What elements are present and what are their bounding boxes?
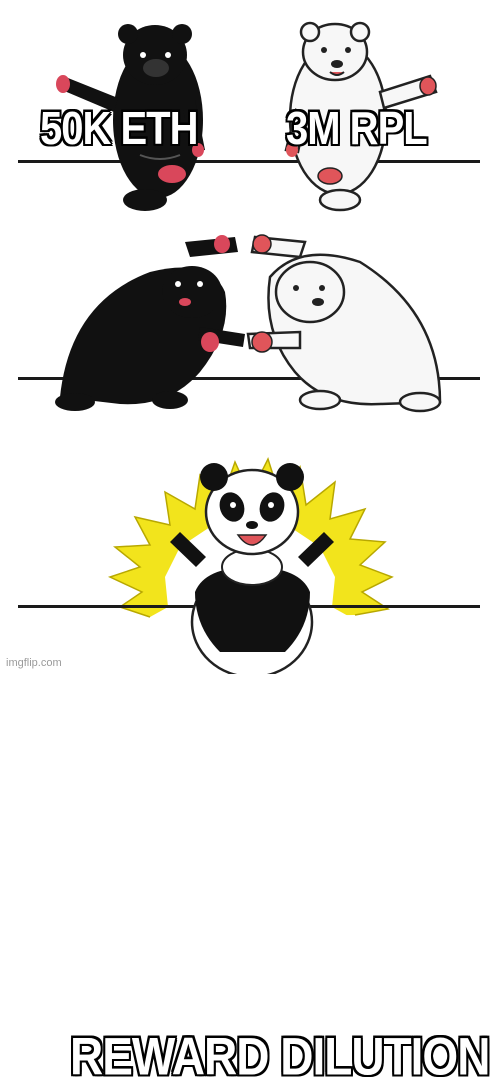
- caption-right: 3M RPL: [286, 103, 428, 155]
- ground-line: [18, 160, 480, 163]
- imgflip-watermark: imgflip.com: [6, 657, 62, 669]
- polar-bear-fusing-illustration: [246, 234, 442, 413]
- black-bear-fusing-illustration: [55, 235, 245, 411]
- panel-fusion-art: [18, 234, 480, 413]
- panda-illustration: [170, 463, 334, 674]
- panel-fusion: [0, 222, 500, 417]
- panel-result-art: [18, 457, 480, 674]
- caption-bottom: REWARD DILUTION: [70, 1026, 490, 1086]
- panel-result: REWARD DILUTION: [0, 417, 500, 1086]
- panel-pose-art: [18, 21, 480, 212]
- caption-left: 50K ETH: [40, 103, 198, 155]
- ground-line: [18, 377, 480, 380]
- polar-bear-illustration: [284, 21, 438, 212]
- black-bear-illustration: [56, 24, 205, 211]
- panel-pose: 50K ETH 3M RPL: [0, 0, 500, 222]
